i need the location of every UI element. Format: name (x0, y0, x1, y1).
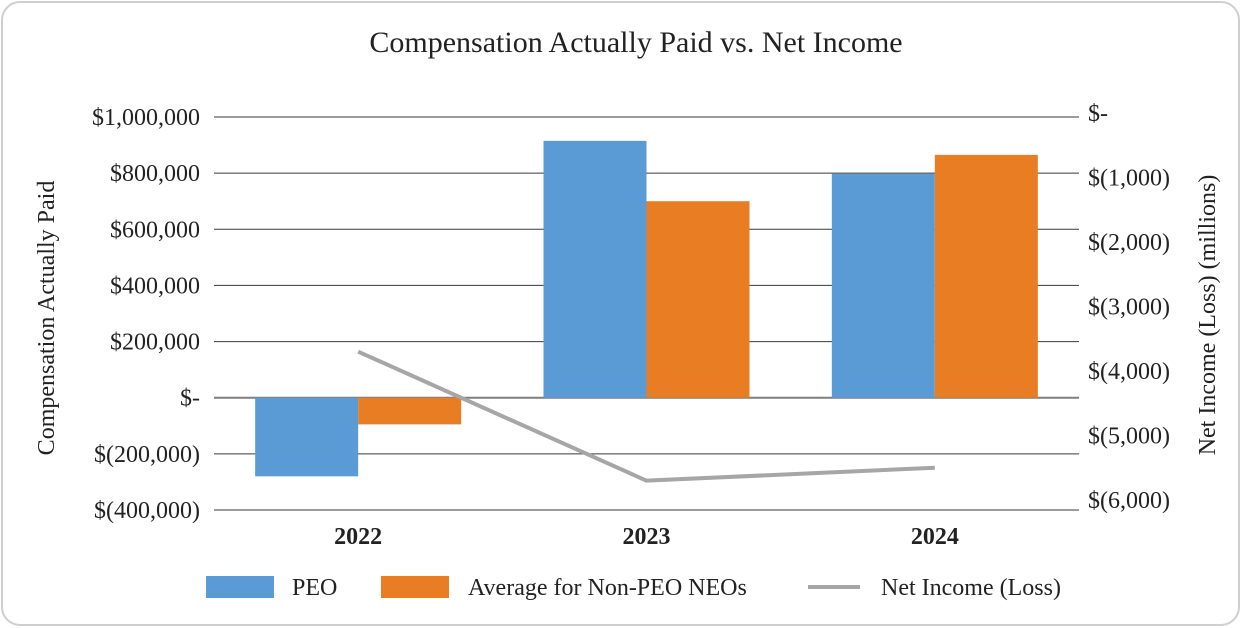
right-tick-label: $(2,000) (1088, 230, 1170, 256)
bar-non-peo-neos-2023 (646, 201, 750, 398)
right-tick-label: $(5,000) (1088, 424, 1170, 450)
right-axis-ticks: $- $(1,000) $(2,000) $(3,000) $(4,000) $(5,00… (1088, 101, 1170, 514)
category-label-2023: 2023 (623, 524, 671, 550)
right-tick-label: $- (1088, 101, 1108, 127)
legend: PEO Average for Non-PEO NEOs Net Income (L… (206, 575, 1061, 601)
legend-swatch (206, 576, 274, 598)
left-tick-label: $400,000 (110, 273, 200, 299)
right-tick-label: $(1,000) (1088, 166, 1170, 192)
bar-peo-2024 (831, 173, 935, 398)
bar-non-peo-neos-2022 (358, 397, 462, 425)
left-tick-label: $- (180, 386, 200, 412)
bars (255, 140, 1038, 477)
left-tick-label: $200,000 (110, 330, 200, 356)
left-tick-label: $(200,000) (94, 442, 200, 468)
right-tick-label: $(4,000) (1088, 359, 1170, 385)
bar-peo-2023 (543, 140, 647, 398)
legend-label: Net Income (Loss) (881, 575, 1061, 601)
legend-label: PEO (292, 575, 337, 601)
category-label-2022: 2022 (334, 524, 382, 550)
legend-swatch (381, 576, 449, 598)
right-tick-label: $(3,000) (1088, 295, 1170, 321)
left-tick-label: $1,000,000 (92, 105, 200, 131)
chart-title: Compensation Actually Paid vs. Net Incom… (369, 26, 902, 59)
legend-label: Average for Non-PEO NEOs (468, 575, 747, 601)
left-tick-label: $600,000 (110, 217, 200, 243)
left-axis-ticks: $1,000,000 $800,000 $600,000 $400,000 $200,0… (92, 105, 200, 524)
bar-non-peo-neos-2024 (934, 154, 1038, 398)
net-income-line (357, 349, 935, 483)
right-tick-label: $(6,000) (1088, 488, 1170, 514)
category-labels: 2022 2023 2024 (334, 524, 959, 550)
left-tick-label: $800,000 (110, 161, 200, 187)
left-axis-label: Compensation Actually Paid (34, 181, 60, 456)
left-tick-label: $(400,000) (94, 498, 200, 524)
category-label-2024: 2024 (911, 524, 959, 550)
bar-peo-2022 (255, 397, 359, 477)
right-axis-label: Net Income (Loss) (millions) (1195, 175, 1221, 456)
net-income-line-layer (357, 349, 935, 483)
